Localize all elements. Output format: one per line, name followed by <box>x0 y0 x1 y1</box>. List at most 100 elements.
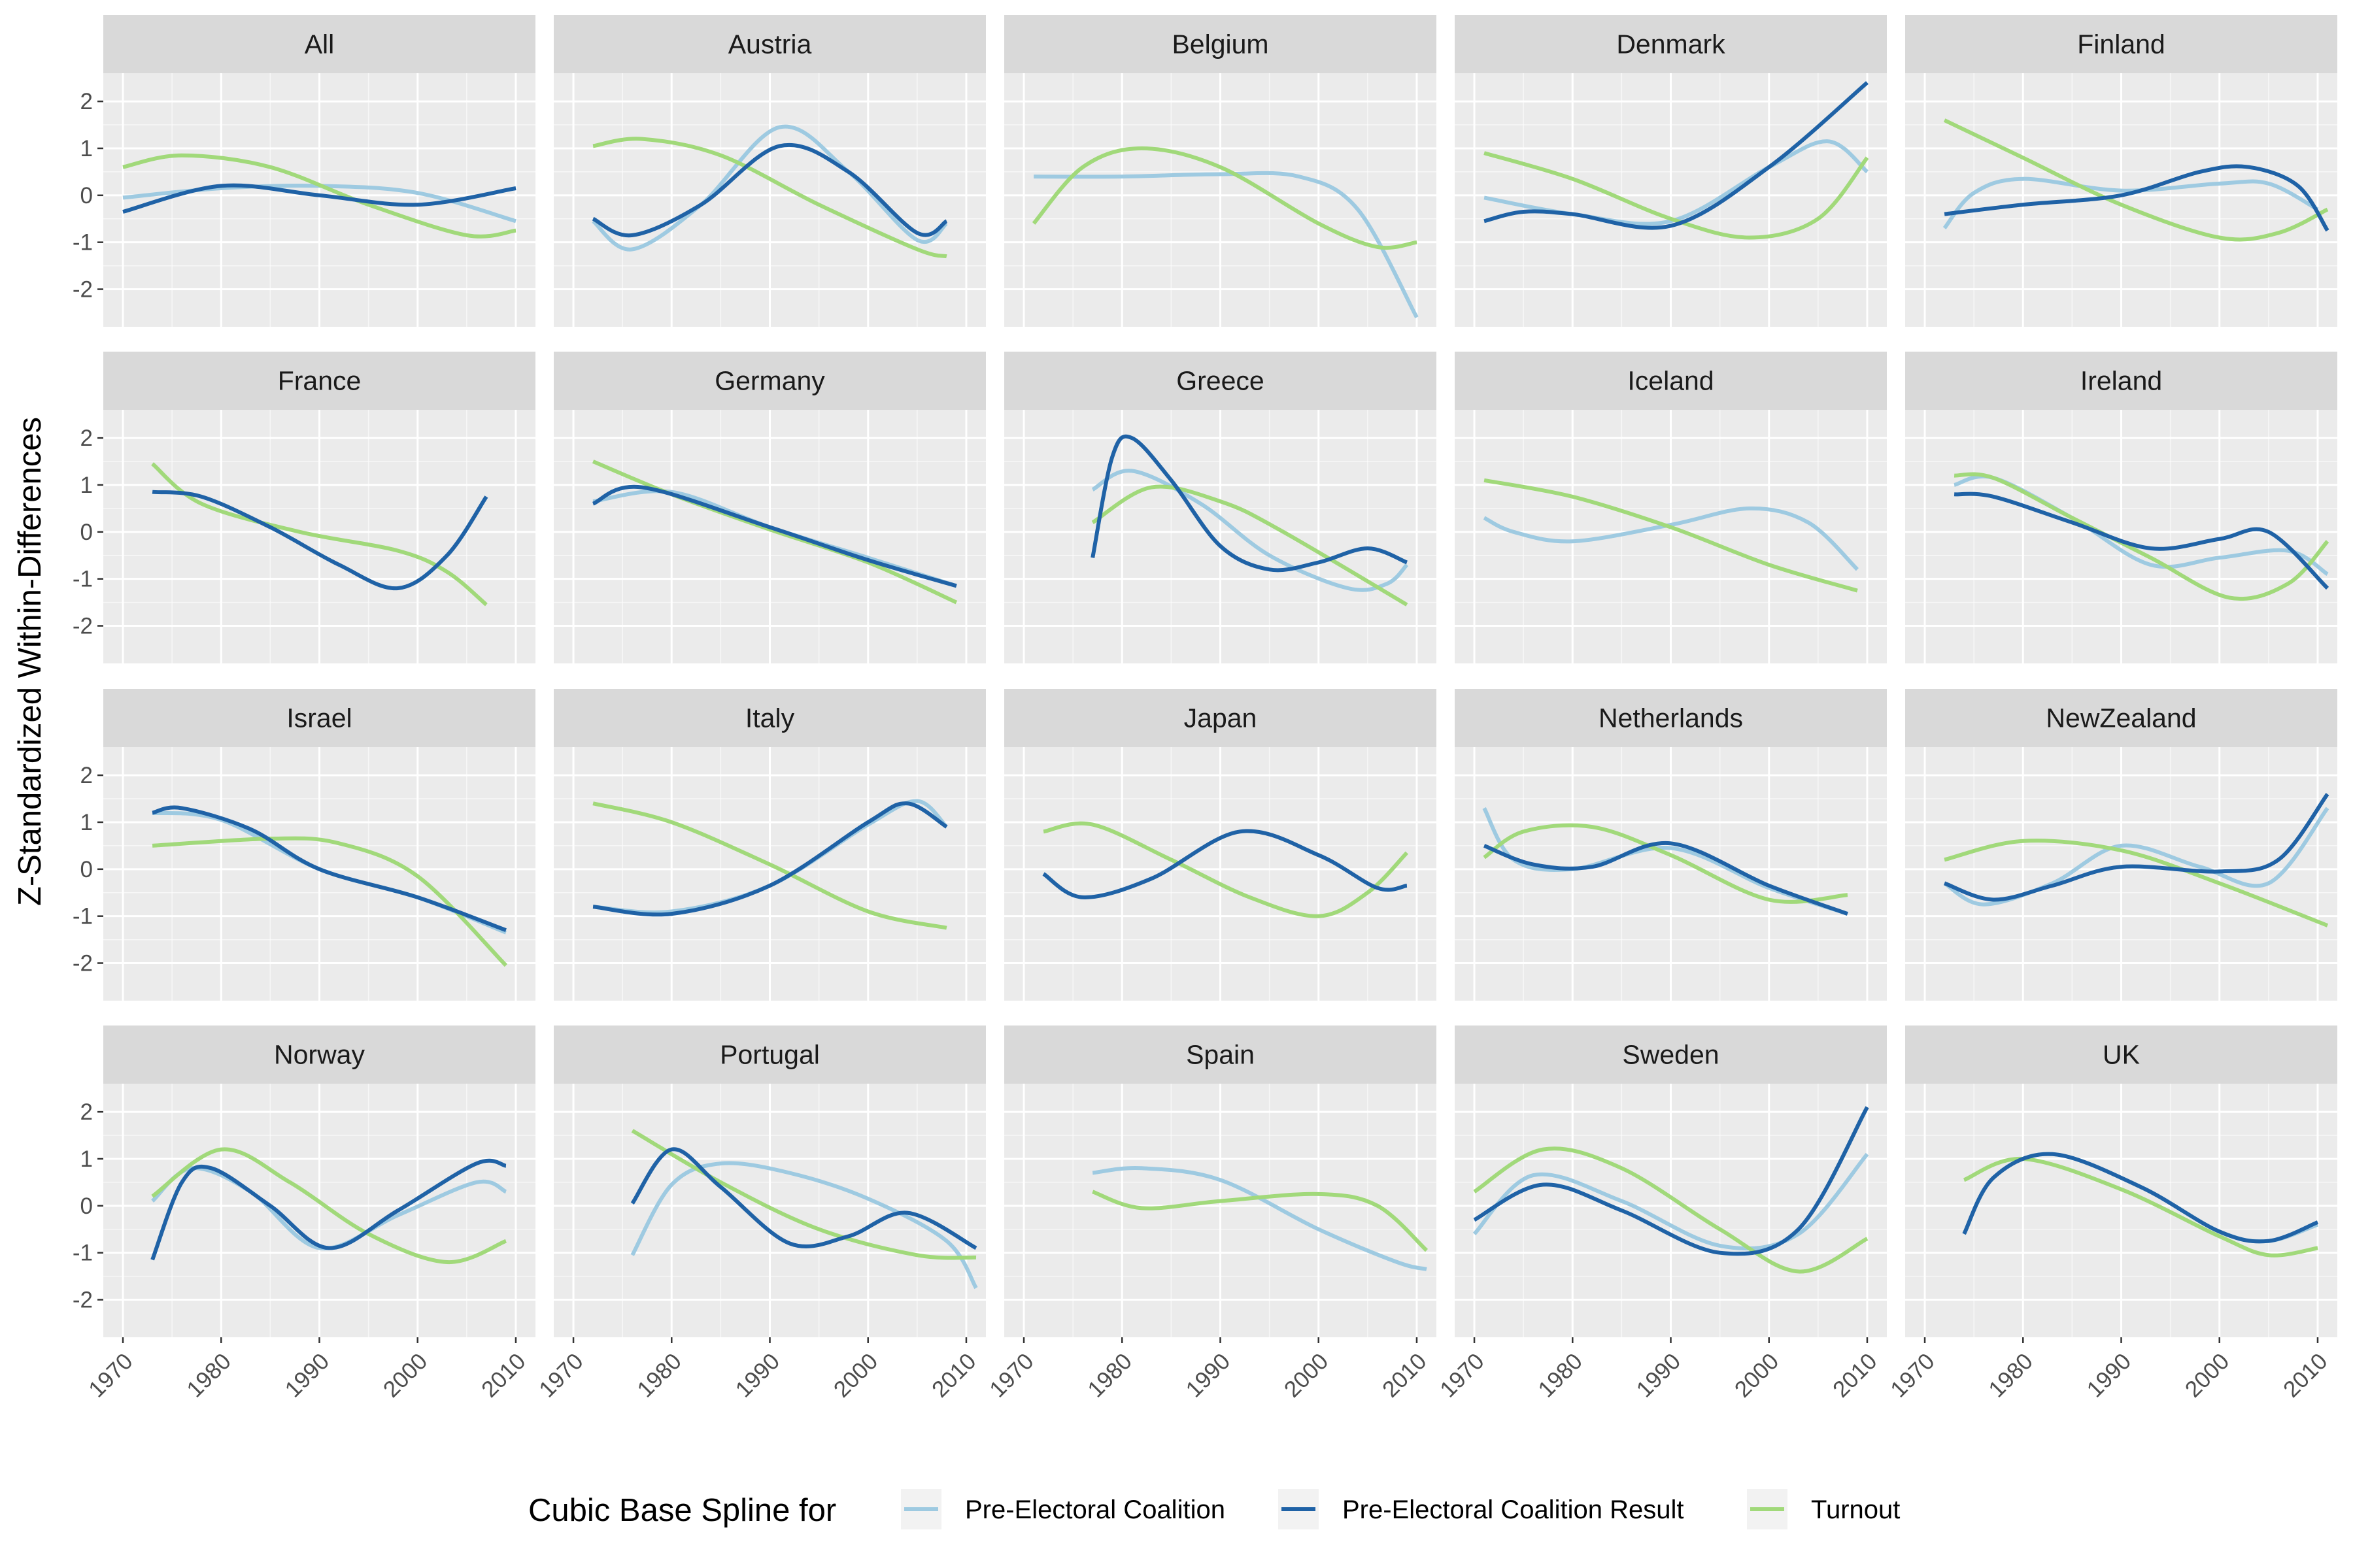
facet-title: Portugal <box>720 1040 820 1070</box>
x-tick-label: 2010 <box>1378 1348 1432 1403</box>
series-line-pre-electoral-coalition-result <box>152 490 488 591</box>
x-tick-label: 1990 <box>730 1348 785 1403</box>
series-line-turnout <box>151 462 488 607</box>
facet-panel-all: All 2 1 0 -1 -2 <box>73 15 535 327</box>
x-tick-label: 1970 <box>1435 1348 1489 1403</box>
y-tick-label: -2 <box>73 951 93 976</box>
facet-title: Norway <box>274 1040 365 1070</box>
facet-strip <box>1455 689 1887 747</box>
facet-title: NewZealand <box>2046 703 2196 733</box>
facet-strip <box>1004 1026 1436 1084</box>
facet-title: Greece <box>1176 366 1264 396</box>
facet-title: All <box>305 29 335 59</box>
x-tick-label: 2010 <box>2278 1348 2333 1403</box>
x-tick-label: 1990 <box>2082 1348 2136 1403</box>
series-line-pre-electoral-coalition-result <box>1042 829 1408 899</box>
facet-panel-portugal: Portugal 1970 1980 1990 2000 2010 <box>534 1026 986 1403</box>
x-tick-label: 1970 <box>534 1348 588 1403</box>
legend-label: Pre-Electoral Coalition Result <box>1342 1495 1684 1524</box>
facet-strip <box>1004 15 1436 73</box>
y-tick-label: 2 <box>80 425 93 451</box>
facet-title: Italy <box>745 703 795 733</box>
facet-panel-belgium: Belgium <box>1004 15 1436 327</box>
series-line-turnout <box>1963 1156 2318 1258</box>
facet-strip <box>1455 15 1887 73</box>
facet-strip <box>554 1026 986 1084</box>
facet-strip <box>1905 1026 2337 1084</box>
facet-panel-finland: Finland <box>1905 15 2337 327</box>
facet-panel-italy: Italy <box>554 689 986 1001</box>
series-line-pre-electoral-coalition-result <box>1483 841 1848 916</box>
y-tick-label: 0 <box>80 857 93 882</box>
series-line-pre-electoral-coalition-result <box>1483 81 1869 230</box>
x-tick-label: 2010 <box>1828 1348 1882 1403</box>
series-line-pre-electoral-coalition <box>1942 176 2319 230</box>
facet-title: Denmark <box>1616 29 1725 59</box>
facet-title: Ireland <box>2080 366 2162 396</box>
facet-title: Finland <box>2077 29 2165 59</box>
facet-strip <box>1455 352 1887 410</box>
series-line-pre-electoral-coalition-result <box>1091 434 1408 573</box>
y-tick-label: 0 <box>80 520 93 545</box>
y-tick-label: 2 <box>80 1099 93 1125</box>
y-tick-label: 0 <box>80 1193 93 1219</box>
series-line-turnout <box>592 137 947 259</box>
legend-label: Pre-Electoral Coalition <box>965 1495 1225 1524</box>
y-tick-label: 1 <box>80 810 93 835</box>
x-tick-label: 2010 <box>927 1348 981 1403</box>
series-line-pre-electoral-coalition <box>592 124 948 252</box>
series-line-turnout <box>1043 821 1409 918</box>
series-line-turnout <box>1944 839 2329 927</box>
facet-title: Israel <box>286 703 352 733</box>
x-tick-label: 1990 <box>1181 1348 1235 1403</box>
facet-panel-sweden: Sweden 1970 1980 1990 2000 2010 <box>1435 1026 1887 1403</box>
facet-panel-newzealand: NewZealand <box>1905 689 2337 1001</box>
series-line-pre-electoral-coalition <box>1034 171 1419 319</box>
y-tick-label: -1 <box>73 1241 93 1266</box>
facet-title: Belgium <box>1172 29 1268 59</box>
y-tick-label: 0 <box>80 183 93 209</box>
facet-title: France <box>278 366 362 396</box>
x-tick-label: 1980 <box>1984 1348 2038 1403</box>
legend: Cubic Base Spline for Pre-Electoral Coali… <box>528 1489 1900 1529</box>
legend-title: Cubic Base Spline for <box>528 1493 836 1528</box>
x-tick-label: 2000 <box>1279 1348 1334 1403</box>
series-line-pre-electoral-coalition-result <box>1944 793 2329 902</box>
y-tick-label: 1 <box>80 136 93 161</box>
facet-strip <box>103 352 535 410</box>
y-axis-title: Z-Standardized Within-Differences <box>12 417 48 906</box>
series-line-pre-electoral-coalition <box>1472 1152 1869 1251</box>
facet-panel-austria: Austria <box>554 15 986 327</box>
series-line-pre-electoral-coalition-result <box>150 1158 507 1261</box>
facet-title: Iceland <box>1627 366 1714 396</box>
series-line-pre-electoral-coalition <box>630 1161 978 1290</box>
series-line-turnout <box>1483 478 1858 593</box>
facet-strip <box>103 689 535 747</box>
x-tick-label: 2010 <box>477 1348 531 1403</box>
facet-panel-denmark: Denmark <box>1455 15 1887 327</box>
facet-panel-ireland: Ireland <box>1905 352 2337 663</box>
series-line-turnout <box>1473 1146 1869 1274</box>
legend-label: Turnout <box>1811 1495 1900 1524</box>
series-line-pre-electoral-coalition-result <box>1954 492 2329 590</box>
facet-strip <box>554 689 986 747</box>
x-tick-label: 1980 <box>1083 1348 1137 1403</box>
facet-panel-norway: Norway 2 1 0 -1 -2 1970 1980 1990 2000 2010 <box>73 1026 535 1403</box>
x-tick-label: 1990 <box>280 1348 334 1403</box>
series-line-pre-electoral-coalition <box>1092 1166 1427 1271</box>
y-tick-label: 2 <box>80 763 93 788</box>
series-line-pre-electoral-coalition-result <box>1944 164 2329 232</box>
series-line-turnout <box>592 459 958 605</box>
x-tick-label: 1970 <box>1886 1348 1940 1403</box>
y-tick-label: 1 <box>80 1146 93 1172</box>
y-tick-label: -2 <box>73 1288 93 1313</box>
y-tick-label: 1 <box>80 473 93 498</box>
series-line-turnout <box>1943 118 2329 242</box>
series-line-pre-electoral-coalition-result <box>122 183 516 214</box>
facet-panel-france: France 2 1 0 -1 -2 <box>73 352 535 663</box>
facet-title: Netherlands <box>1599 703 1743 733</box>
facet-strip <box>1004 352 1436 410</box>
x-tick-label: 1990 <box>1631 1348 1685 1403</box>
facet-title: Austria <box>728 29 812 59</box>
